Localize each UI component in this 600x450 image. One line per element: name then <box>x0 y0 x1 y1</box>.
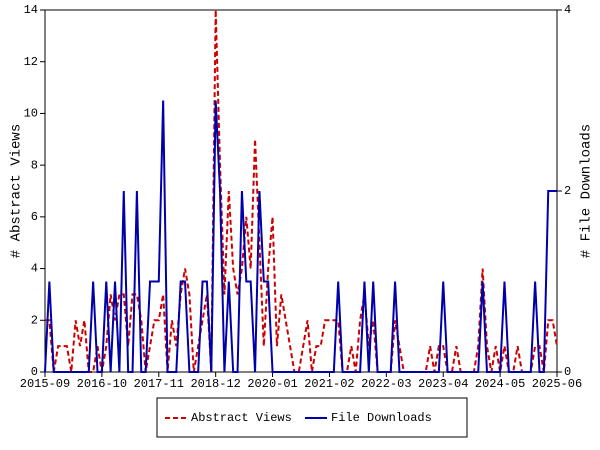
x-tick-label: 2025-06 <box>532 377 582 391</box>
y-tick-label: 4 <box>31 262 38 276</box>
series-line <box>44 100 557 373</box>
x-tick-label: 2017-11 <box>134 377 184 391</box>
x-tick-label: 2023-04 <box>418 377 468 391</box>
y-tick-label: 10 <box>24 107 38 121</box>
x-tick-label: 2022-03 <box>361 377 411 391</box>
y-tick-label: 14 <box>24 3 38 17</box>
x-tick-label: 2024-05 <box>475 377 525 391</box>
y2-tick-label: 4 <box>564 3 571 17</box>
y2-axis-label: # File Downloads <box>579 124 595 258</box>
y-axis-label: # Abstract Views <box>9 124 25 258</box>
legend-box <box>156 397 468 438</box>
x-tick-label: 2020-01 <box>247 377 297 391</box>
legend-label: File Downloads <box>331 411 432 425</box>
y2-tick-label: 0 <box>564 365 571 379</box>
y2-tick-label: 2 <box>564 184 571 198</box>
y-tick-label: 8 <box>31 158 38 172</box>
y-tick-label: 2 <box>31 313 38 327</box>
x-tick-label: 2018-12 <box>190 377 240 391</box>
y-tick-label: 12 <box>24 55 38 69</box>
x-tick-label: 2016-10 <box>77 377 127 391</box>
legend-label: Abstract Views <box>191 411 292 425</box>
x-tick-label: 2021-02 <box>304 377 354 391</box>
y-tick-label: 0 <box>31 365 38 379</box>
x-tick-label: 2015-09 <box>20 377 70 391</box>
y-tick-label: 6 <box>31 210 38 224</box>
series-line <box>45 9 558 373</box>
